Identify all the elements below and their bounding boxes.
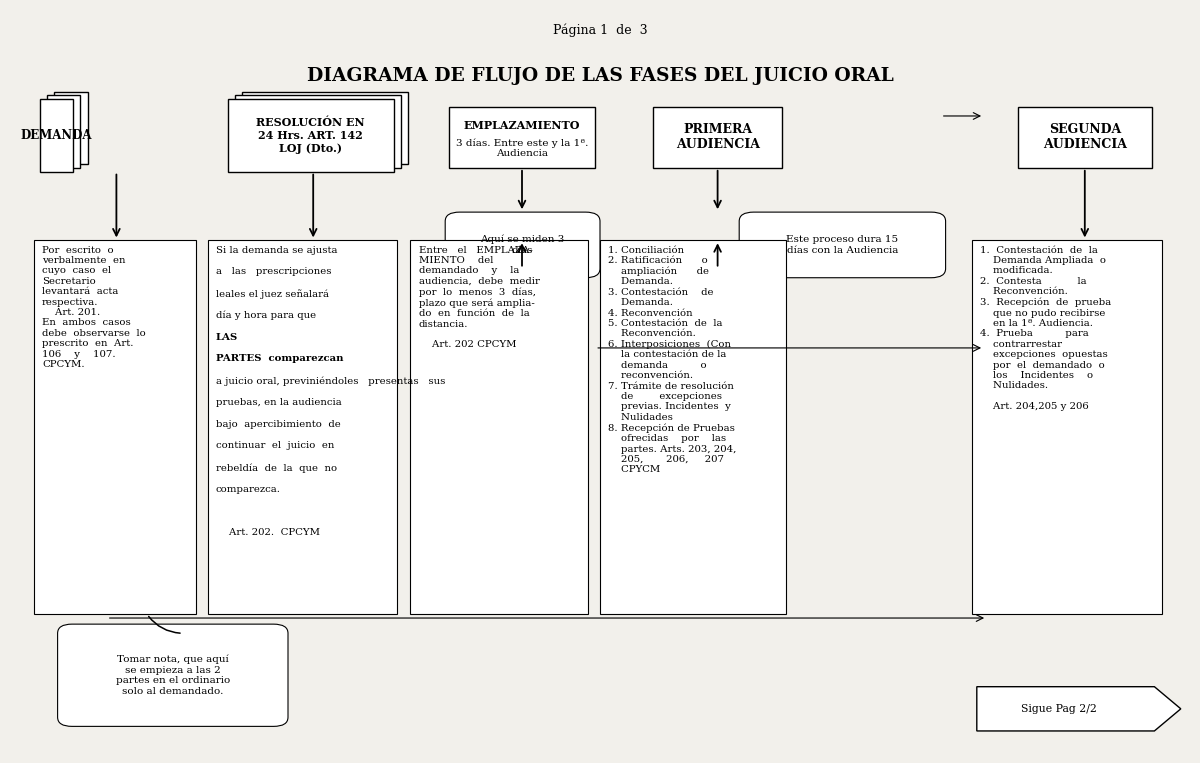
Text: leales el juez señalará: leales el juez señalará [216,289,329,299]
Text: PRIMERA
AUDIENCIA: PRIMERA AUDIENCIA [676,124,760,151]
Text: Por  escrito  o
verbalmente  en
cuyo  caso  el
Secretario
levantará  acta
respec: Por escrito o verbalmente en cuyo caso e… [42,246,145,369]
Text: a   las   prescripciones: a las prescripciones [216,267,331,276]
Text: Página 1  de  3: Página 1 de 3 [553,24,647,37]
Text: RESOLUCIÓN EN
24 Hrs. ART. 142
LOJ (Dto.): RESOLUCIÓN EN 24 Hrs. ART. 142 LOJ (Dto.… [257,118,365,153]
FancyBboxPatch shape [235,95,401,168]
Text: rebeldía  de  la  que  no: rebeldía de la que no [216,463,337,472]
FancyBboxPatch shape [242,92,408,164]
FancyBboxPatch shape [410,240,588,614]
Text: a juicio oral, previniéndoles   presentas   sus: a juicio oral, previniéndoles presentas … [216,376,445,385]
Text: 1.  Contestación  de  la
    Demanda Ampliada  o
    modificada.
2.  Contesta   : 1. Contestación de la Demanda Ampliada o… [980,246,1111,411]
FancyBboxPatch shape [228,99,394,172]
Text: Si la demanda se ajusta: Si la demanda se ajusta [216,246,337,255]
FancyBboxPatch shape [739,212,946,278]
FancyBboxPatch shape [653,107,782,168]
FancyBboxPatch shape [208,240,397,614]
FancyBboxPatch shape [47,95,80,168]
Text: Tomar nota, que aquí
se empieza a las 2
partes en el ordinario
solo al demandado: Tomar nota, que aquí se empieza a las 2 … [115,655,230,696]
Text: Sigue Pag 2/2: Sigue Pag 2/2 [1020,703,1097,714]
FancyBboxPatch shape [445,212,600,278]
Text: pruebas, en la audiencia: pruebas, en la audiencia [216,398,342,407]
FancyBboxPatch shape [40,99,73,172]
Text: EMPLAZAMIENTO: EMPLAZAMIENTO [463,120,581,130]
Text: LAS: LAS [216,333,239,342]
FancyBboxPatch shape [34,240,196,614]
FancyBboxPatch shape [58,624,288,726]
FancyBboxPatch shape [54,92,88,164]
Text: SEGUNDA
AUDIENCIA: SEGUNDA AUDIENCIA [1043,124,1127,151]
Text: DIAGRAMA DE FLUJO DE LAS FASES DEL JUICIO ORAL: DIAGRAMA DE FLUJO DE LAS FASES DEL JUICI… [307,67,893,85]
Text: 1. Conciliación
2. Ratificación      o
    ampliación      de
    Demanda.
3. Co: 1. Conciliación 2. Ratificación o amplia… [608,246,737,475]
Text: Entre   el   EMPLAZA-
MIENTO    del
demandado    y    la
audiencia,  debe  medir: Entre el EMPLAZA- MIENTO del demandado y… [419,246,540,349]
Text: continuar  el  juicio  en: continuar el juicio en [216,441,335,450]
FancyBboxPatch shape [1018,107,1152,168]
Text: comparezca.: comparezca. [216,485,281,494]
Text: PARTES  comparezcan: PARTES comparezcan [216,354,343,363]
FancyBboxPatch shape [972,240,1162,614]
Text: DEMANDA: DEMANDA [20,129,92,142]
Text: 3 días. Entre este y la 1ª.
Audiencia: 3 días. Entre este y la 1ª. Audiencia [456,138,588,158]
Text: Este proceso dura 15
días con la Audiencia: Este proceso dura 15 días con la Audienc… [786,235,899,255]
Text: Art. 202.  CPCYM: Art. 202. CPCYM [216,528,320,537]
FancyBboxPatch shape [600,240,786,614]
Polygon shape [977,687,1181,731]
FancyBboxPatch shape [449,107,595,168]
Text: Aquí se miden 3
días: Aquí se miden 3 días [480,235,565,255]
Text: día y hora para que: día y hora para que [216,311,319,320]
Text: bajo  apercibimiento  de: bajo apercibimiento de [216,420,341,429]
